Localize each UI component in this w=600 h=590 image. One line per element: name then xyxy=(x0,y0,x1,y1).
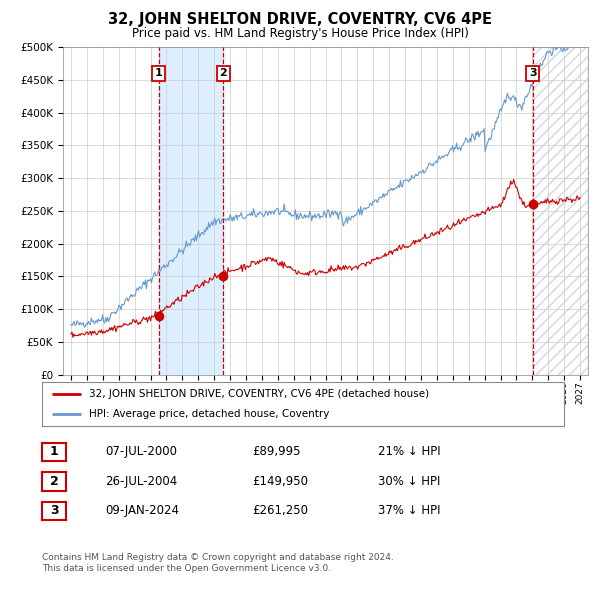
Text: 09-JAN-2024: 09-JAN-2024 xyxy=(105,504,179,517)
Text: 1: 1 xyxy=(50,445,58,458)
Text: This data is licensed under the Open Government Licence v3.0.: This data is licensed under the Open Gov… xyxy=(42,565,331,573)
Text: 07-JUL-2000: 07-JUL-2000 xyxy=(105,445,177,458)
Text: 37% ↓ HPI: 37% ↓ HPI xyxy=(378,504,440,517)
Bar xyxy=(533,47,588,375)
Text: £89,995: £89,995 xyxy=(252,445,301,458)
Text: 21% ↓ HPI: 21% ↓ HPI xyxy=(378,445,440,458)
Bar xyxy=(533,47,588,375)
Text: Contains HM Land Registry data © Crown copyright and database right 2024.: Contains HM Land Registry data © Crown c… xyxy=(42,553,394,562)
Text: 26-JUL-2004: 26-JUL-2004 xyxy=(105,475,177,488)
Text: 3: 3 xyxy=(529,68,536,78)
Text: 2: 2 xyxy=(220,68,227,78)
Text: 1: 1 xyxy=(155,68,163,78)
Text: HPI: Average price, detached house, Coventry: HPI: Average price, detached house, Cove… xyxy=(89,409,329,419)
Text: 3: 3 xyxy=(50,504,58,517)
Text: £261,250: £261,250 xyxy=(252,504,308,517)
Text: 30% ↓ HPI: 30% ↓ HPI xyxy=(378,475,440,488)
Bar xyxy=(159,47,223,375)
Text: 2: 2 xyxy=(50,475,58,488)
Text: 32, JOHN SHELTON DRIVE, COVENTRY, CV6 4PE (detached house): 32, JOHN SHELTON DRIVE, COVENTRY, CV6 4P… xyxy=(89,389,429,399)
Text: 32, JOHN SHELTON DRIVE, COVENTRY, CV6 4PE: 32, JOHN SHELTON DRIVE, COVENTRY, CV6 4P… xyxy=(108,12,492,27)
Text: £149,950: £149,950 xyxy=(252,475,308,488)
Text: Price paid vs. HM Land Registry's House Price Index (HPI): Price paid vs. HM Land Registry's House … xyxy=(131,27,469,40)
